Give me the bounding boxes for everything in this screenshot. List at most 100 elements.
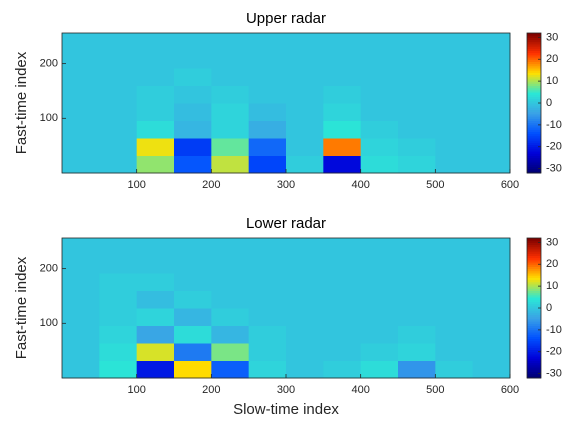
colorbar-slice	[527, 142, 541, 146]
heat-cell	[323, 255, 362, 274]
chart-title: Lower radar	[246, 215, 326, 232]
heat-cell	[62, 103, 100, 121]
heat-cell	[360, 68, 399, 86]
colorbar-slice	[527, 135, 541, 139]
colorbar-slice	[527, 244, 541, 248]
heat-cell	[136, 290, 175, 309]
colorbar-slice	[527, 146, 541, 150]
heat-cell	[62, 85, 100, 104]
x-tick-label: 200	[202, 384, 220, 396]
colorbar-tick-label: 30	[546, 236, 558, 248]
colorbar-slice	[527, 238, 541, 241]
colorbar-slice	[527, 305, 541, 309]
colorbar-slice	[527, 120, 541, 124]
heat-cell	[398, 120, 436, 139]
colorbar-slice	[527, 251, 541, 254]
colorbar-slice	[527, 43, 541, 47]
heat-cell	[62, 308, 100, 326]
heat-cell	[99, 325, 138, 344]
colorbar-slice	[527, 277, 541, 281]
heat-cell	[323, 360, 362, 379]
colorbar-slice	[527, 308, 541, 311]
y-tick-label: 200	[40, 263, 58, 275]
colorbar-slice	[527, 105, 541, 108]
colorbar-slice	[527, 325, 541, 329]
heat-cell	[360, 290, 399, 309]
colorbar-tick-label: -20	[546, 346, 562, 358]
colorbar-slice	[527, 70, 541, 73]
colorbar-slice	[527, 275, 541, 278]
heat-cell	[248, 255, 287, 274]
colorbar-slice	[527, 301, 541, 305]
colorbar-slice	[527, 111, 541, 115]
colorbar-slice	[527, 253, 541, 256]
colorbar-slice	[527, 340, 541, 344]
heat-cell	[99, 238, 138, 256]
colorbar-slice	[527, 74, 541, 78]
colorbar-slice	[527, 290, 541, 294]
colorbar-slice	[527, 127, 541, 130]
heat-cell	[398, 308, 436, 326]
heat-cell	[398, 290, 436, 309]
colorbar-slice	[527, 353, 541, 357]
heat-cell	[323, 308, 362, 326]
heat-cell	[62, 138, 100, 156]
heat-cell	[136, 103, 175, 121]
colorbar-slice	[527, 248, 541, 252]
heat-cell	[286, 273, 324, 291]
x-axis-label: Slow-time index	[233, 401, 339, 418]
heat-cell	[360, 308, 399, 326]
heat-cell	[435, 273, 474, 291]
heat-cell	[99, 68, 138, 86]
chart-title: Upper radar	[246, 10, 326, 27]
heat-cell	[211, 290, 250, 309]
heat-cell	[62, 255, 100, 274]
colorbar-slice	[527, 338, 541, 342]
heat-cell	[360, 325, 399, 344]
heat-cell	[62, 238, 100, 256]
colorbar-slice	[527, 46, 541, 49]
colorbar-slice	[527, 288, 541, 291]
heat-cell	[286, 50, 324, 69]
colorbar-slice	[527, 255, 541, 259]
heat-cell	[211, 50, 250, 69]
heat-cell	[360, 155, 399, 174]
x-tick-label: 600	[501, 384, 519, 396]
colorbar-slice	[527, 157, 541, 161]
heat-cell	[136, 50, 175, 69]
heat-cell	[174, 85, 212, 104]
x-tick-label: 600	[501, 179, 519, 191]
colorbar-slice	[527, 116, 541, 119]
heat-cell	[435, 238, 474, 256]
heat-cell	[286, 138, 324, 156]
colorbar-slice	[527, 162, 541, 165]
heat-cell	[248, 238, 287, 256]
colorbar-tick-label: 30	[546, 31, 558, 43]
heat-cell	[286, 255, 324, 274]
colorbar-slice	[527, 63, 541, 67]
heat-cell	[323, 238, 362, 256]
heat-cell	[398, 85, 436, 104]
colorbar-slice	[527, 373, 541, 377]
colorbar-tick-label: 10	[546, 75, 558, 87]
colorbar-slice	[527, 107, 541, 111]
heat-cell	[472, 85, 511, 104]
colorbar-slice	[527, 240, 541, 243]
heat-cell	[472, 343, 511, 361]
heat-cell	[136, 120, 175, 139]
colorbar-slice	[527, 87, 541, 91]
colorbar-slice	[527, 321, 541, 324]
heat-cell	[248, 103, 287, 121]
heat-cell	[323, 343, 362, 361]
heat-cell	[398, 255, 436, 274]
heat-cell	[435, 360, 474, 379]
colorbar-slice	[527, 138, 541, 141]
heat-cell	[435, 308, 474, 326]
heat-cell	[323, 155, 362, 174]
heat-cell	[360, 50, 399, 69]
colorbar-slice	[527, 367, 541, 370]
colorbar-slice	[527, 371, 541, 375]
colorbar-slice	[527, 59, 541, 62]
colorbar-slice	[527, 129, 541, 132]
